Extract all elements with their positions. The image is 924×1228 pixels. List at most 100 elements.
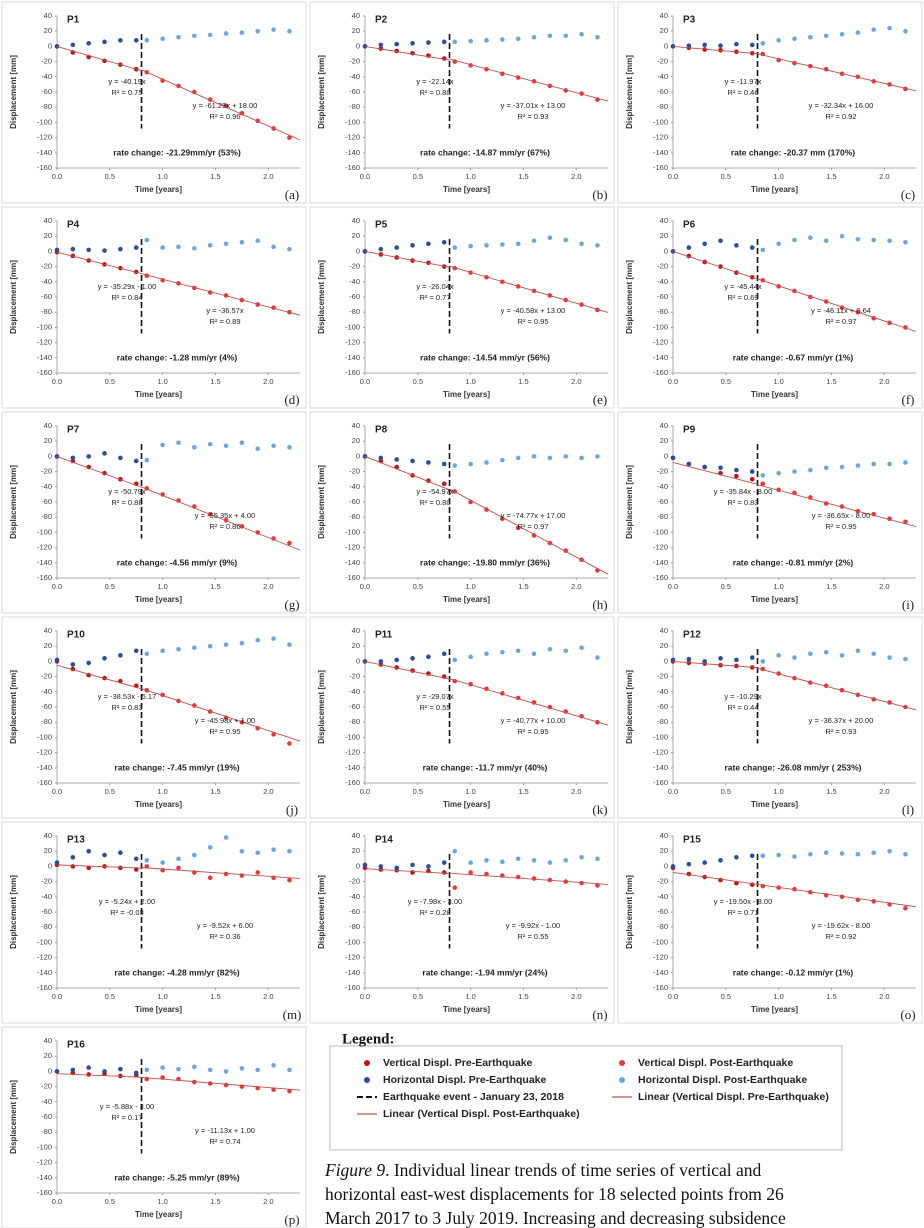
x-axis-label: Time [years]	[443, 800, 490, 809]
y-tick-label: -100	[653, 322, 668, 331]
rate-change: rate change: -1.94 mm/yr (24%)	[422, 967, 547, 977]
trend-line	[141, 867, 301, 879]
data-point	[452, 885, 458, 890]
data-point	[133, 856, 139, 862]
y-tick-label: -160	[345, 163, 360, 172]
trend-line	[757, 484, 917, 527]
data-point	[118, 38, 123, 43]
y-tick-label: -160	[653, 778, 668, 787]
x-tick-label: 0.0	[360, 787, 370, 796]
data-point	[579, 241, 584, 247]
data-point	[808, 34, 813, 40]
data-point	[144, 457, 150, 463]
post-fit-equation: y = -36.65x - 8.00	[812, 511, 871, 520]
data-point	[718, 858, 723, 863]
pre-fit-equation: y = -5.88x - 3.00	[100, 1102, 154, 1111]
y-tick-label: -160	[37, 163, 52, 172]
y-axis-label: Displacement [mm]	[625, 260, 634, 334]
data-point	[776, 653, 781, 658]
data-point	[176, 244, 181, 250]
data-point	[452, 245, 458, 250]
data-point	[378, 659, 384, 664]
x-axis-label: Time [years]	[751, 185, 798, 194]
trend-line	[364, 868, 450, 874]
data-point	[452, 463, 458, 468]
data-point	[670, 455, 676, 461]
x-tick-label: 1.5	[210, 787, 220, 796]
data-point	[410, 870, 415, 875]
y-tick-label: -80	[349, 102, 360, 111]
pre-fit-equation: y = -54.97x	[416, 487, 454, 496]
data-point	[484, 243, 489, 248]
data-point	[887, 238, 892, 244]
post-fit-equation: y = -55.35x + 4.00	[195, 511, 255, 520]
data-point	[86, 41, 91, 46]
y-tick-label: -40	[41, 892, 52, 901]
rate-change: rate change: -4.28 mm/yr (82%)	[114, 967, 239, 977]
data-point	[734, 657, 739, 663]
x-tick-label: 0.0	[668, 992, 678, 1001]
x-tick-label: 2.0	[263, 377, 273, 386]
y-tick-label: -120	[653, 338, 668, 347]
post-fit-equation: y = -9.92x - 1.00	[506, 921, 560, 930]
post-fit-r2: R² = 0.95	[209, 727, 240, 736]
trend-line	[56, 664, 142, 690]
data-point	[500, 457, 505, 463]
y-tick-label: -20	[41, 262, 52, 271]
data-point	[749, 245, 755, 250]
y-tick-label: 0	[48, 656, 52, 665]
y-tick-label: -100	[37, 322, 52, 331]
panel-frame	[309, 206, 615, 409]
data-point	[118, 246, 123, 252]
y-tick-label: -120	[345, 133, 360, 142]
data-point	[70, 455, 76, 461]
x-tick-label: 2.0	[879, 172, 889, 181]
y-tick-label: -60	[349, 87, 360, 96]
post-fit-equation: y = -37.01x + 13.00	[501, 101, 566, 110]
data-point	[118, 653, 123, 658]
data-point	[239, 239, 245, 245]
data-point	[792, 854, 797, 859]
data-point	[515, 874, 521, 880]
y-tick-label: -120	[653, 748, 668, 757]
panel-title: P6	[683, 220, 696, 231]
data-point	[823, 649, 829, 655]
x-tick-label: 0.0	[52, 787, 62, 796]
y-tick-label: -120	[37, 133, 52, 142]
post-fit-r2: R² = 0.93	[825, 727, 856, 736]
data-point	[823, 238, 829, 244]
x-tick-label: 0.5	[413, 172, 423, 181]
y-tick-label: 20	[44, 846, 52, 855]
data-point	[808, 467, 813, 473]
pre-fit-r2: R² = 0.28	[419, 908, 450, 917]
post-fit-equation: y = -36.57x	[206, 306, 244, 315]
x-tick-label: 1.0	[465, 582, 475, 591]
data-point	[176, 440, 181, 446]
post-fit-equation: y = -9.52x + 6.00	[197, 921, 253, 930]
panel-title: P3	[683, 15, 696, 26]
data-point	[118, 455, 123, 461]
trend-line	[449, 488, 609, 575]
x-tick-label: 0.0	[668, 172, 678, 181]
x-tick-label: 0.5	[413, 582, 423, 591]
x-tick-label: 1.0	[157, 787, 167, 796]
data-point	[223, 31, 229, 36]
data-point	[484, 651, 489, 657]
legend-label: Earthquake event - January 23, 2018	[383, 1091, 564, 1103]
pre-fit-equation: y = -29.07x	[416, 692, 454, 701]
x-tick-label: 1.0	[157, 172, 167, 181]
pre-fit-equation: y = -40.19x	[108, 77, 146, 86]
data-point	[192, 246, 197, 251]
y-tick-label: -20	[41, 467, 52, 476]
data-point	[563, 33, 569, 39]
panel-frame	[617, 821, 923, 1024]
y-tick-label: -140	[37, 148, 52, 157]
y-tick-label: -20	[657, 467, 668, 476]
y-tick-label: -120	[37, 748, 52, 757]
panel-letter: (h)	[592, 597, 607, 612]
data-point	[176, 646, 181, 652]
data-point	[531, 238, 537, 244]
data-point	[468, 243, 473, 249]
trend-line	[364, 250, 450, 268]
y-axis-label: Displacement [mm]	[317, 55, 326, 129]
